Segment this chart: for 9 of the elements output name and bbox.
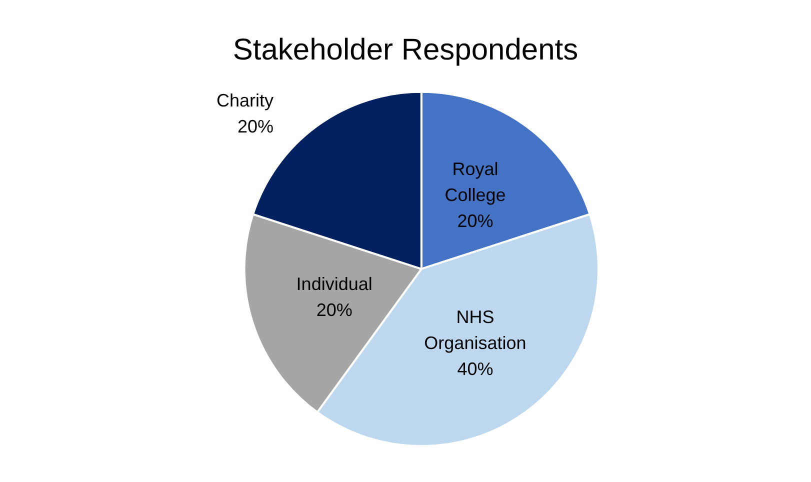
slice-label: Individual: [296, 274, 372, 294]
chart-title: Stakeholder Respondents: [232, 34, 578, 66]
data-label: 20%: [457, 210, 494, 231]
slice-label: Royal College: [444, 158, 506, 205]
slice-label: NHS Organisation: [424, 307, 526, 354]
slice-label: Charity: [216, 90, 274, 111]
data-label: 40%: [457, 359, 494, 380]
data-label: 20%: [316, 300, 352, 320]
data-label: 20%: [237, 116, 274, 137]
